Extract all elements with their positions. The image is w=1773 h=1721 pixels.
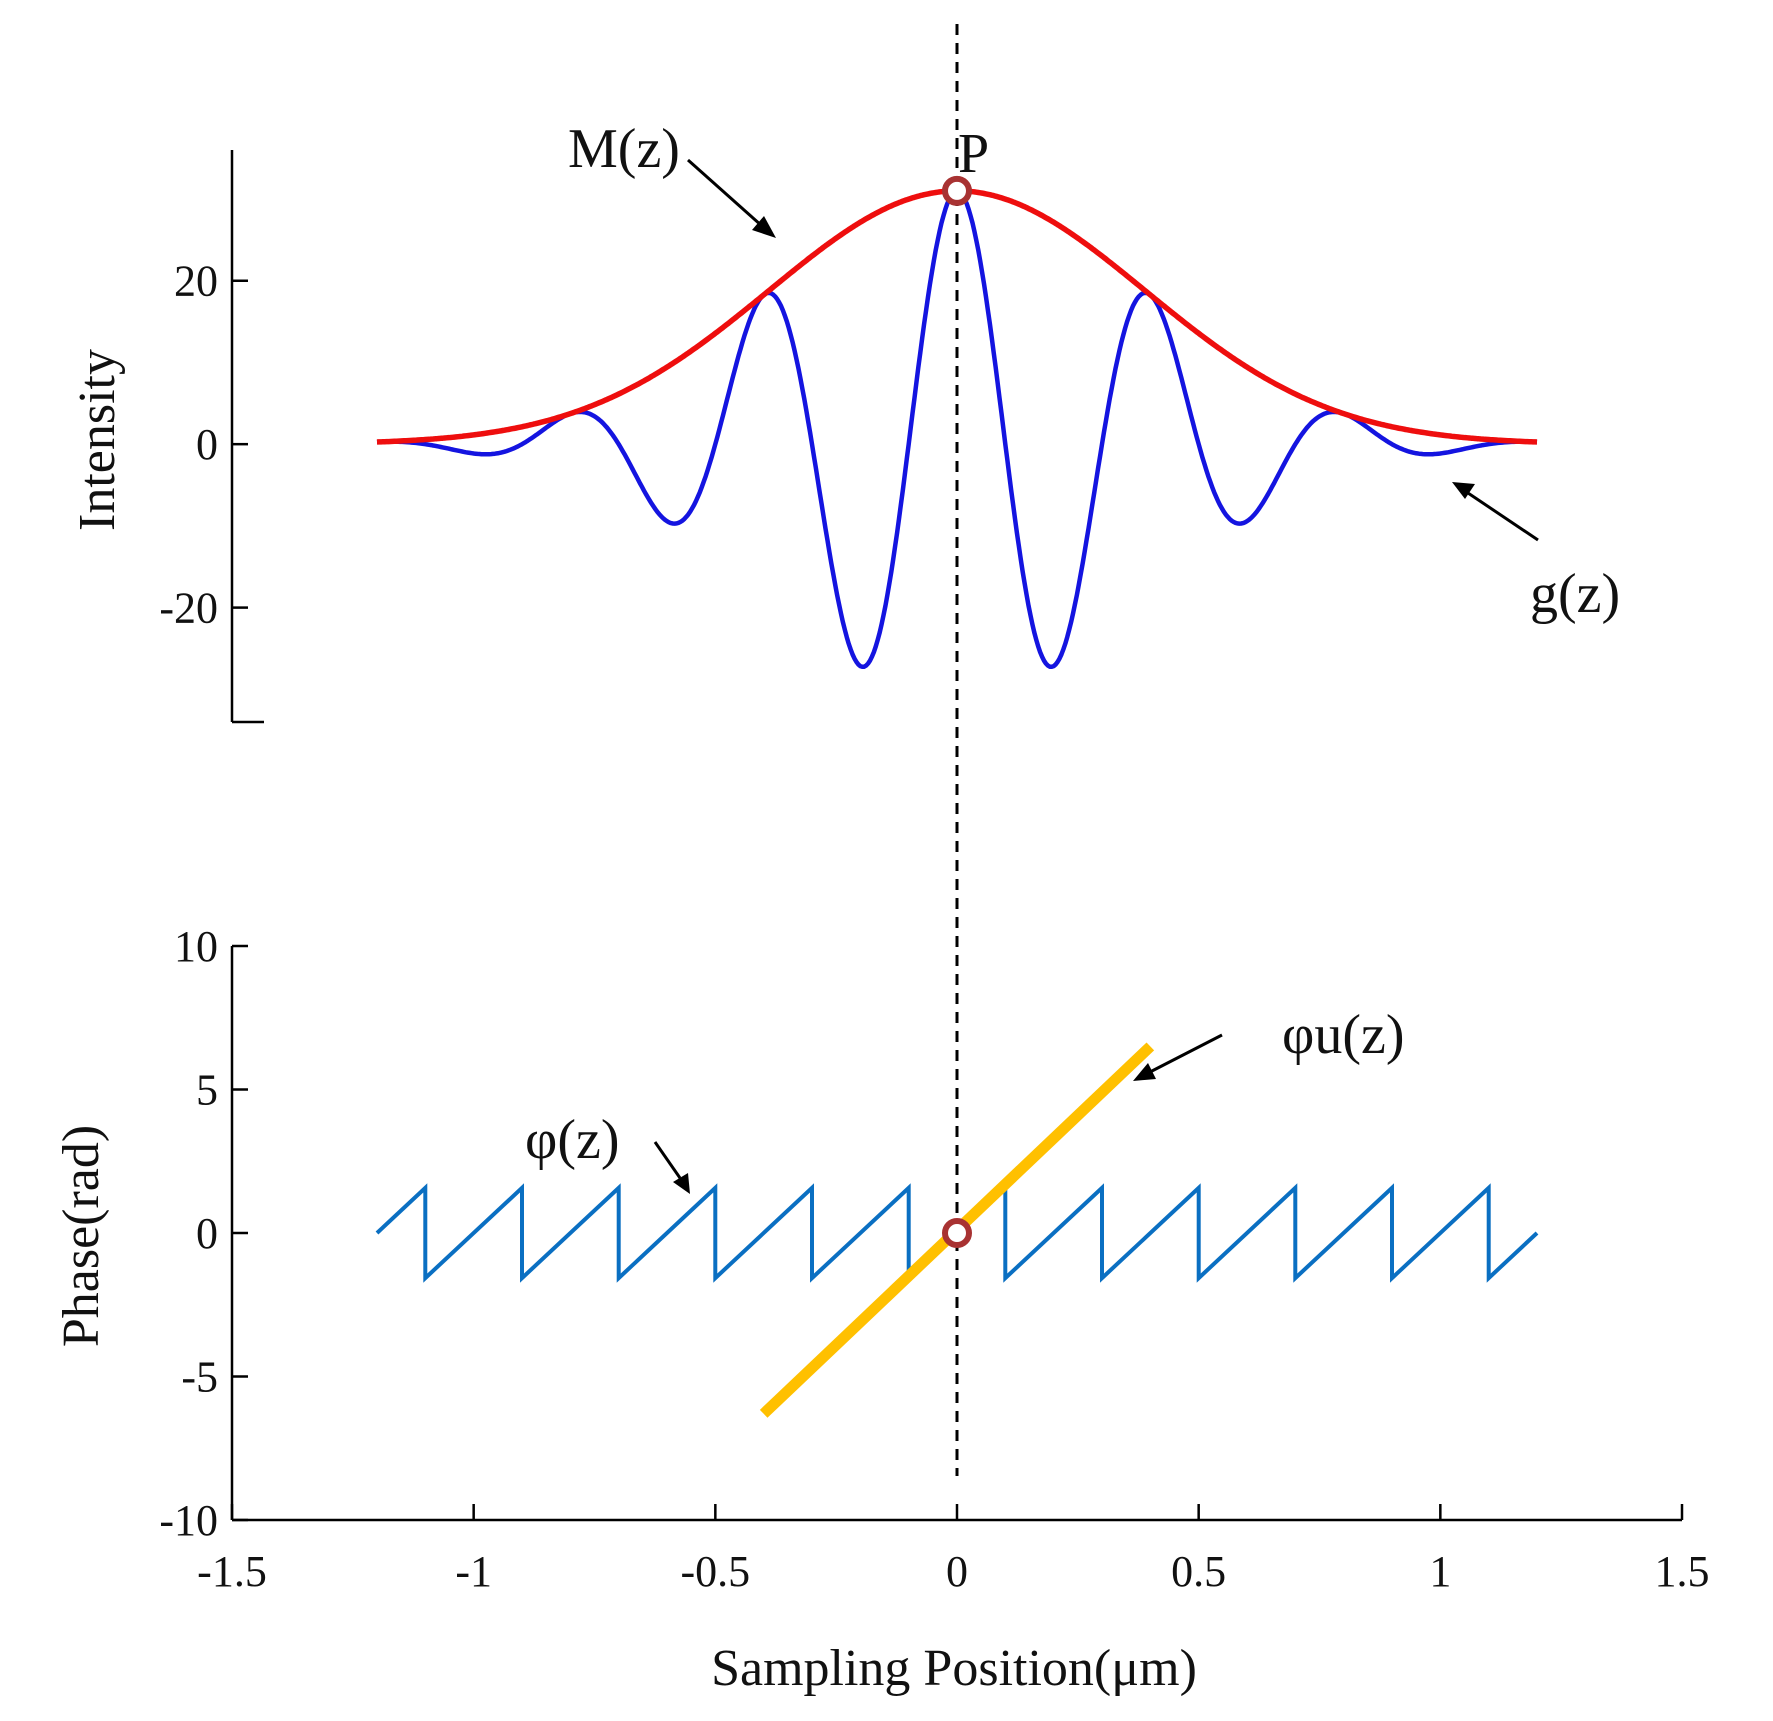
arrowhead-g-z — [1452, 482, 1475, 499]
arrow-phi-u-z — [1149, 1033, 1223, 1074]
annotation-p: P — [958, 123, 989, 185]
x-tick-label: -1.5 — [197, 1547, 267, 1596]
top-y-tick-label: 20 — [174, 257, 218, 306]
bottom-y-tick-label: -10 — [159, 1496, 218, 1545]
bottom-y-tick-label: 10 — [174, 922, 218, 971]
marker-origin — [942, 1218, 972, 1248]
x-tick-label: -0.5 — [681, 1547, 751, 1596]
bottom-x-axis: -1.5 -1 -0.5 0 0.5 1 1.5 — [197, 1504, 1710, 1596]
bottom-y-axis: 10 5 0 -5 -10 — [159, 922, 248, 1545]
annotation-phi-u-z: φu(z) — [1282, 1004, 1404, 1066]
top-y-axis: 20 0 -20 — [159, 150, 264, 724]
top-y-tick-label: -20 — [159, 584, 218, 633]
annotations: M(z) P g(z) φ(z) φu(z) — [525, 118, 1620, 1194]
bottom-y-axis-label: Phase(rad) — [53, 1125, 110, 1347]
bottom-y-tick-label: 0 — [196, 1209, 218, 1258]
arrow-g-z — [1467, 491, 1539, 542]
arrowhead-m-z — [752, 216, 776, 238]
arrowhead-phi-u-z — [1133, 1063, 1156, 1081]
arrow-m-z — [687, 158, 763, 228]
top-y-tick-label: 0 — [196, 420, 218, 469]
bottom-y-tick-label: -5 — [181, 1353, 218, 1402]
x-tick-label: -1 — [455, 1547, 492, 1596]
x-tick-label: 0 — [946, 1547, 968, 1596]
x-tick-label: 0.5 — [1171, 1547, 1226, 1596]
bottom-y-tick-label: 5 — [196, 1066, 218, 1115]
x-tick-label: 1.5 — [1655, 1547, 1710, 1596]
x-tick-label: 1 — [1429, 1547, 1451, 1596]
arrowhead-phi-z — [673, 1173, 690, 1194]
annotation-g-z: g(z) — [1530, 563, 1620, 625]
top-y-axis-label: Intensity — [69, 349, 126, 531]
arrow-phi-z — [653, 1141, 682, 1179]
annotation-m-z: M(z) — [568, 118, 680, 180]
annotation-phi-z: φ(z) — [525, 1109, 619, 1171]
marker-p — [942, 175, 972, 206]
x-axis-label: Sampling Position(μm) — [711, 1640, 1197, 1697]
